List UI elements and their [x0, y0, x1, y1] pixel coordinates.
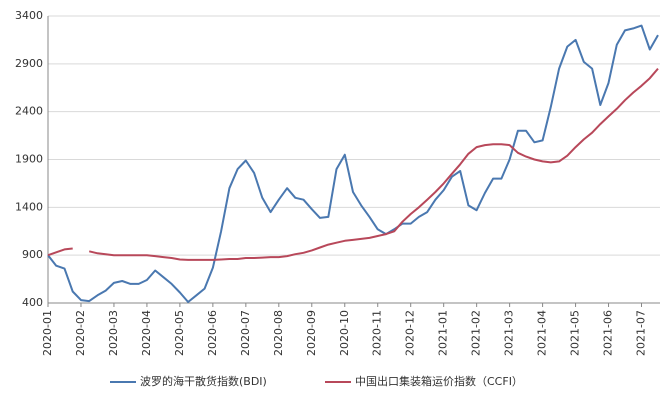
x-tick-label: 2021-06 — [602, 310, 615, 356]
x-tick-label: 2021-01 — [437, 310, 450, 356]
x-tick-label: 2020-08 — [272, 310, 285, 356]
x-tick-label: 2020-01 — [41, 310, 54, 356]
legend-label: 波罗的海干散货指数(BDI) — [140, 374, 267, 388]
y-tick-label: 1400 — [15, 200, 43, 213]
x-tick-label: 2020-04 — [140, 310, 153, 356]
y-tick-label: 400 — [22, 296, 43, 309]
x-tick-label: 2020-11 — [371, 310, 384, 356]
x-tick-label: 2021-07 — [635, 310, 648, 356]
legend-label: 中国出口集装箱运价指数（CCFI） — [355, 374, 523, 388]
y-tick-label: 2900 — [15, 57, 43, 70]
x-tick-label: 2020-06 — [206, 310, 219, 356]
x-tick-label: 2020-02 — [74, 310, 87, 356]
series-line — [88, 67, 659, 261]
x-tick-label: 2021-04 — [536, 310, 549, 356]
y-tick-label: 900 — [22, 248, 43, 261]
y-tick-label: 1900 — [15, 153, 43, 166]
y-tick-label: 2400 — [15, 105, 43, 118]
series-line — [47, 247, 73, 257]
x-tick-label: 2020-12 — [404, 310, 417, 356]
x-tick-label: 2021-05 — [569, 310, 582, 356]
x-tick-label: 2020-09 — [305, 310, 318, 356]
x-tick-label: 2020-07 — [239, 310, 252, 356]
x-tick-label: 2020-03 — [107, 310, 120, 356]
x-tick-label: 2021-03 — [503, 310, 516, 356]
x-tick-label: 2020-10 — [338, 310, 351, 356]
series-line — [47, 24, 659, 303]
x-tick-label: 2021-02 — [470, 310, 483, 356]
x-tick-label: 2020-05 — [173, 310, 186, 356]
y-tick-label: 3400 — [15, 9, 43, 22]
